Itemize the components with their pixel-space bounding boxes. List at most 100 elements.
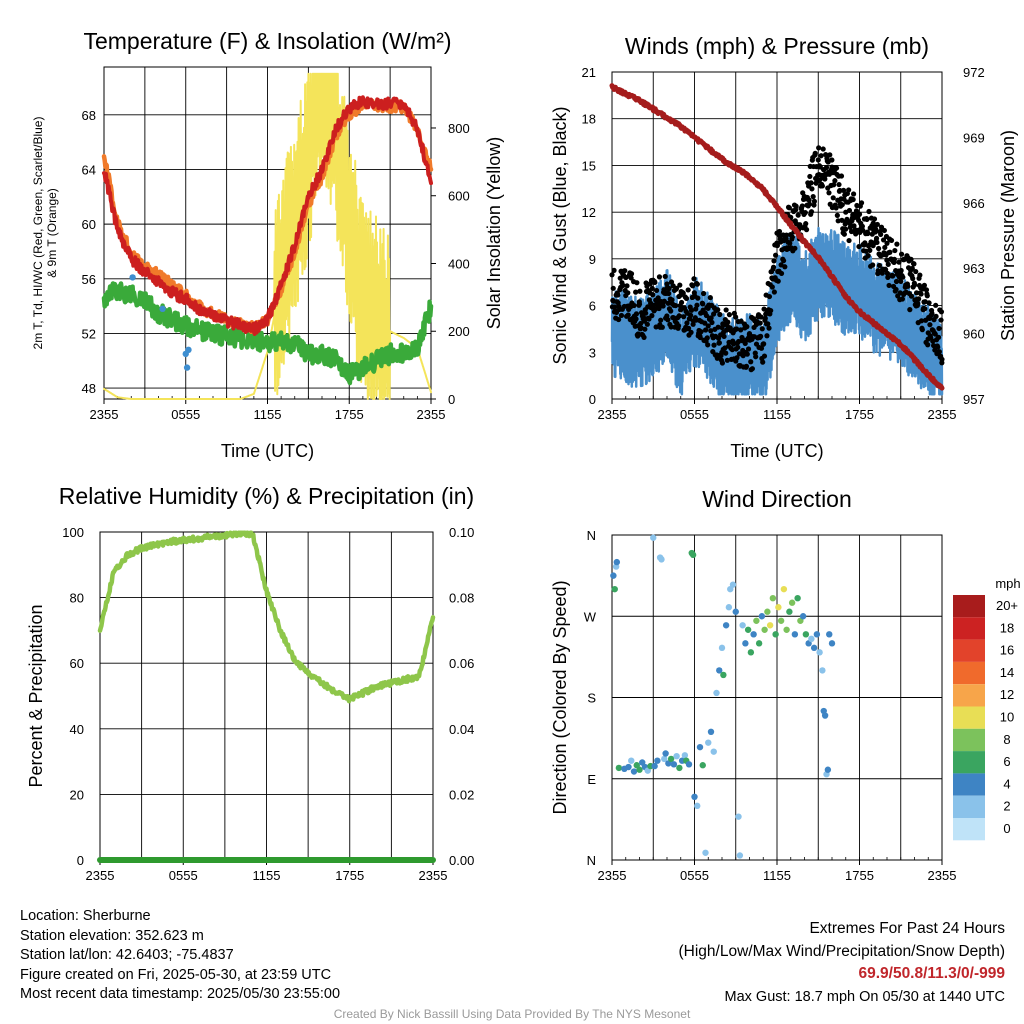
y-tick-label: W [584,609,597,624]
colorbar-swatch [953,818,985,841]
colorbar-label: 14 [1000,665,1014,680]
panel-title: Temperature (F) & Insolation (W/m²) [83,28,451,54]
y-tick-label: 15 [582,158,596,173]
gust-point [668,324,674,330]
y-tick-label: 40 [70,722,84,737]
gust-point [697,334,703,341]
gust-point [862,240,868,246]
gust-point [765,321,771,327]
gust-point [721,333,727,340]
x-tick-label: 2355 [86,868,115,883]
y-right-tick-label: 0.08 [449,591,474,606]
y-right-tick-label: 200 [448,324,470,339]
y-tick-label: N [587,528,596,543]
x-tick-label: 0555 [680,868,709,883]
direction-point [613,558,621,566]
gust-point [822,176,828,182]
gust-point [873,226,879,232]
gust-point [866,208,872,215]
gust-point [700,290,707,297]
gust-point [890,273,896,279]
gust-point [908,293,915,299]
direction-point [794,594,801,602]
gust-point [858,200,865,206]
colorbar-label: 20+ [996,598,1018,613]
gust-point [871,216,878,222]
gust-point [806,197,812,203]
gust-point [885,274,891,280]
x-tick-label: 2355 [419,868,448,883]
gust-point [675,323,682,329]
direction-point [676,764,683,772]
gust-point [880,237,887,243]
gust-point [708,328,714,334]
direction-point [729,581,737,588]
gust-point [677,282,683,288]
direction-point [761,626,768,633]
y-tick-label: 48 [82,381,96,396]
colorbar-swatch [953,728,985,752]
y-right-tick-label: 400 [448,256,470,271]
gust-point [694,281,700,287]
gust-point [891,256,898,262]
direction-point [750,631,757,638]
gust-point [744,351,750,357]
gust-point [748,359,754,365]
y-right-tick-label: 0.04 [449,722,474,737]
series-2m-temperature [102,95,433,336]
direction-point [685,761,693,768]
y-tick-label: 64 [82,162,96,177]
gust-point [921,282,928,288]
direction-point [802,631,810,638]
gust-point [846,207,853,214]
gust-point [709,319,715,326]
gust-point [625,290,631,296]
gust-point [926,300,932,306]
panel-title: Wind Direction [702,486,852,512]
gust-point [680,290,686,296]
y-right-tick-label: 960 [963,327,985,342]
y-axis-label-line1: 2m T, Td, HI/WC (Red, Green, Scarlet/Blu… [31,117,45,350]
y-axis-label: 2m T, Td, HI/WC (Red, Green, Scarlet/Blu… [31,117,59,350]
gust-point [610,285,616,291]
gust-point [658,317,664,323]
wind-chill-point [129,274,136,281]
gust-point [802,210,808,216]
gust-point [831,182,837,188]
gust-point [649,313,655,319]
gust-point [776,228,783,235]
y-tick-label: 80 [70,591,84,606]
y-right-tick-label: 800 [448,121,470,136]
gust-point [884,240,890,246]
station-latlon: Station lat/lon: 42.6403; -75.4837 [20,947,234,964]
gust-point [882,244,888,251]
gust-point [766,325,772,331]
gust-point [818,153,824,159]
direction-point [658,556,665,563]
direction-point [689,551,697,559]
y-right-tick-label: 0.06 [449,656,474,671]
gust-point [624,283,630,289]
direction-point [718,644,726,652]
direction-point [661,755,668,763]
y-tick-label: 60 [70,656,84,671]
gust-point [846,237,852,244]
gust-point [685,325,692,331]
gust-point [695,295,701,301]
gust-point [879,270,885,276]
colorbar-swatch [953,795,985,818]
gust-point [789,234,796,240]
x-tick-label: 0555 [680,407,709,422]
gust-point [803,221,809,227]
station-info: Location: Sherburne Station elevation: 3… [20,907,340,1005]
gust-point [894,241,900,247]
gust-point [887,249,893,255]
gust-point [893,278,900,285]
gust-point [635,331,641,337]
gust-point [691,276,697,282]
direction-point [780,585,788,593]
gust-point [876,262,883,269]
gust-point [932,331,938,337]
direction-point [777,617,785,624]
gust-point [850,196,856,203]
